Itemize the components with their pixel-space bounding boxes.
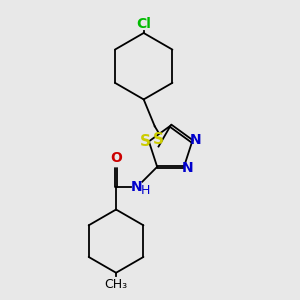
Text: CH₃: CH₃ [104,278,128,292]
Text: S: S [140,134,151,149]
Text: N: N [131,180,142,194]
Text: O: O [110,151,122,165]
Text: N: N [182,161,194,176]
Text: H: H [141,184,150,197]
Text: Cl: Cl [136,17,151,31]
Text: S: S [153,132,164,147]
Text: N: N [190,133,202,147]
